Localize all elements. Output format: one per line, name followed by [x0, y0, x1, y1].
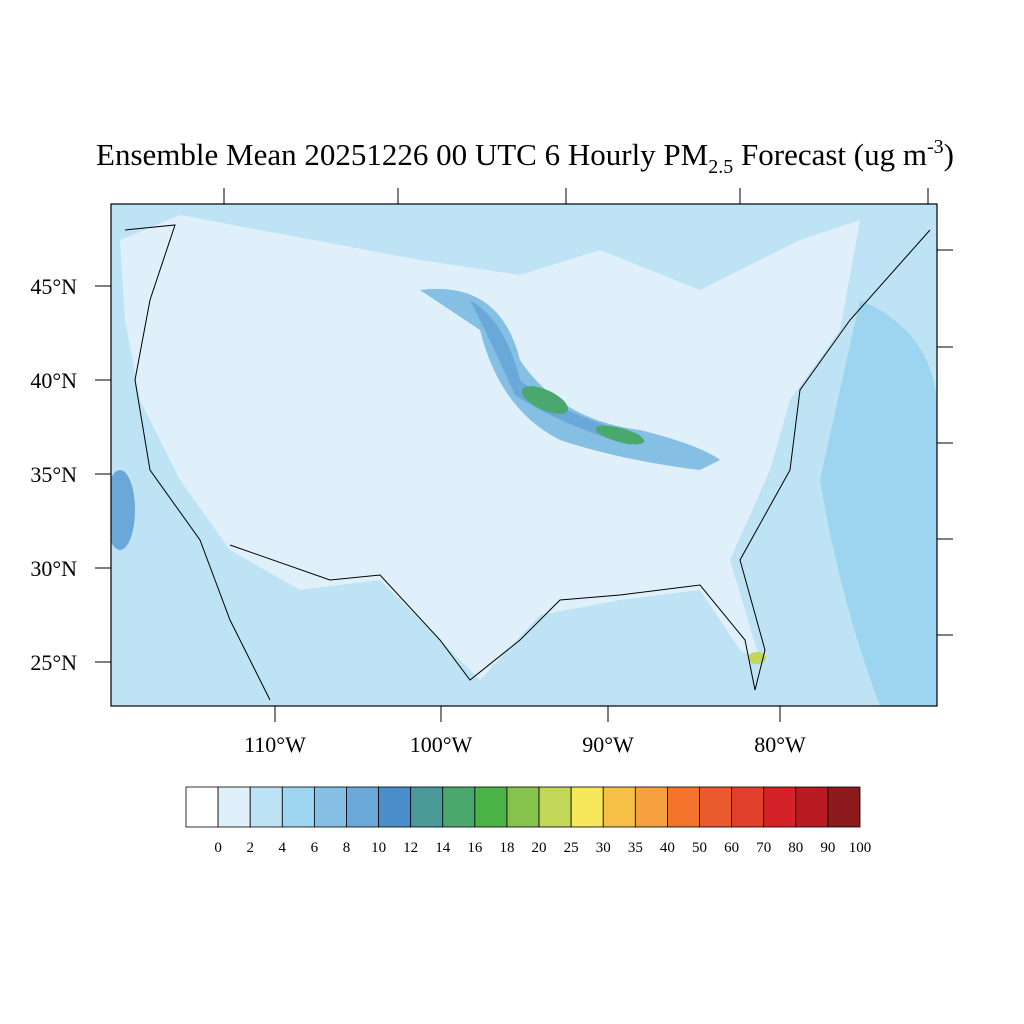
colorbar-label: 12	[403, 840, 418, 856]
atlantic-shade	[820, 300, 937, 706]
colorbar-label: 0	[214, 840, 222, 856]
florida-hotspot	[748, 652, 766, 664]
frame-ticks	[223, 188, 953, 636]
lon-label: 80°W	[754, 732, 806, 757]
colorbar-box	[474, 786, 508, 828]
lat-label: 30°N	[30, 556, 77, 581]
lon-label: 100°W	[410, 732, 473, 757]
plume-peak	[521, 386, 569, 414]
title-middle: Forecast (ug m	[733, 137, 927, 172]
colorbar-label: 40	[660, 840, 675, 856]
colorbar-label: 100	[849, 840, 872, 856]
colorbar-label: 90	[820, 840, 835, 856]
lat-label: 35°N	[30, 462, 77, 487]
plume-peak	[595, 425, 645, 445]
land-shade	[120, 215, 860, 680]
colorbar-label: 30	[596, 840, 611, 856]
map	[110, 188, 953, 707]
title-superscript: -3	[927, 136, 944, 158]
map-frame	[110, 203, 938, 707]
coastline	[124, 224, 931, 701]
colorbar-box	[602, 786, 636, 828]
title-subscript: 2.5	[708, 156, 733, 178]
colorbar-label: 50	[692, 840, 707, 856]
colorbar-label: 6	[311, 840, 319, 856]
colorbar-label: 35	[628, 840, 643, 856]
colorbar-box	[346, 786, 379, 828]
colorbar-label: 20	[532, 840, 547, 856]
title-main: Ensemble Mean 20251226 00 UTC 6 Hourly P…	[96, 137, 708, 172]
colorbar-box	[378, 786, 412, 828]
colorbar-box	[281, 786, 315, 828]
lon-label: 90°W	[582, 732, 634, 757]
colorbar-box	[699, 786, 733, 828]
colorbar-box	[538, 786, 572, 828]
colorbar-box	[217, 786, 251, 828]
colorbar-label: 18	[499, 840, 514, 856]
colorbar-label: 8	[343, 840, 351, 856]
lat-label: 25°N	[30, 650, 77, 675]
colorbar-label: 25	[564, 840, 579, 856]
colorbar-box	[763, 786, 797, 828]
colorbar-box	[185, 786, 219, 828]
colorbar-box	[731, 786, 765, 828]
colorbar-box	[313, 786, 347, 828]
lat-label: 45°N	[30, 274, 77, 299]
colorbar-box	[570, 786, 604, 828]
colorbar-box	[634, 786, 668, 828]
colorbar-box	[442, 786, 476, 828]
lat-label: 40°N	[30, 368, 77, 393]
pacific-shade	[111, 470, 135, 550]
title: Ensemble Mean 20251226 00 UTC 6 Hourly P…	[96, 136, 954, 178]
title-end: )	[944, 137, 954, 172]
lon-label: 110°W	[244, 732, 306, 757]
colorbar-box	[506, 786, 540, 828]
colorbar-box	[795, 786, 829, 828]
colorbar-label: 10	[371, 840, 386, 856]
colorbar-box	[827, 786, 861, 828]
colorbar-label: 2	[246, 840, 254, 856]
colorbar-label: 4	[279, 840, 287, 856]
colorbar-label: 80	[788, 840, 803, 856]
colorbar-label: 16	[467, 840, 483, 856]
colorbar-label: 70	[756, 840, 771, 856]
colorbar-box	[667, 786, 700, 828]
colorbar-box	[410, 786, 444, 828]
colorbar-label: 14	[435, 840, 451, 856]
colorbar-box	[249, 786, 283, 828]
colorbar-label: 60	[724, 840, 739, 856]
